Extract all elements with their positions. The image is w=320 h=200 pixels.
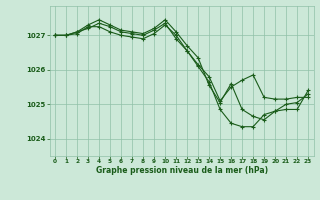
X-axis label: Graphe pression niveau de la mer (hPa): Graphe pression niveau de la mer (hPa): [96, 166, 268, 175]
